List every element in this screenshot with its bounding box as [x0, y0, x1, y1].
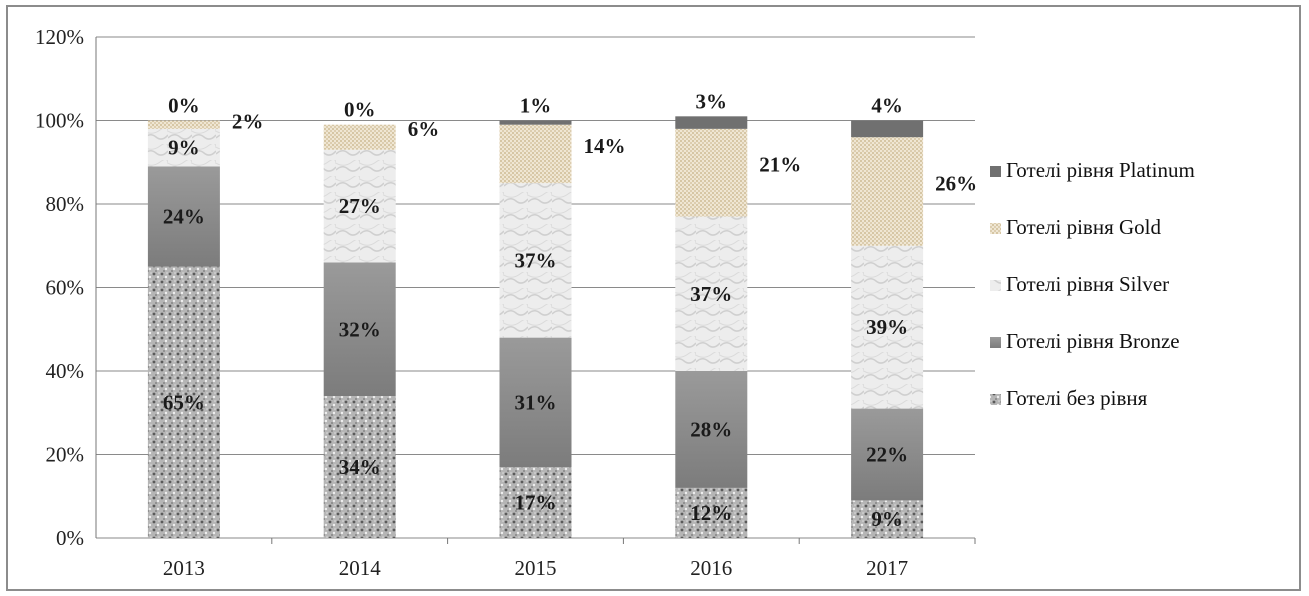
- legend-swatch: [990, 280, 1001, 291]
- legend: Готелі рівня Platinum Готелі рівня Gold Го…: [990, 158, 1195, 410]
- data-label: 9%: [871, 507, 903, 531]
- data-label: 21%: [759, 153, 801, 177]
- x-tick-label: 2015: [515, 556, 557, 580]
- data-label: 1%: [520, 94, 552, 118]
- data-label: 65%: [163, 390, 205, 414]
- bar-segment: [675, 371, 748, 488]
- bar-segment: [499, 337, 572, 468]
- legend-swatch: [990, 166, 1001, 177]
- data-label: 32%: [339, 317, 381, 341]
- data-label: 31%: [515, 390, 557, 414]
- bar-segment: [323, 149, 396, 263]
- bar-segment: [499, 124, 572, 184]
- bar-segment: [851, 500, 924, 538]
- legend-label: Готелі рівня Silver: [1006, 272, 1169, 296]
- bar-segment: [499, 183, 572, 338]
- bar-segment: [323, 396, 396, 538]
- data-label: 37%: [690, 282, 732, 306]
- y-tick-label: 120%: [35, 25, 84, 49]
- data-label: 0%: [344, 98, 376, 122]
- y-tick-label: 0%: [56, 526, 84, 550]
- data-label: 26%: [935, 171, 977, 195]
- x-tick-label: 2016: [690, 556, 732, 580]
- data-label: 12%: [690, 501, 732, 525]
- data-label: 34%: [339, 455, 381, 479]
- bar-segment: [147, 166, 220, 267]
- data-label: 28%: [690, 417, 732, 441]
- legend-swatch: [990, 223, 1001, 234]
- legend-swatch: [990, 394, 1001, 405]
- axes: 0% 20% 40% 60% 80% 100% 120% 2013 2014 2015 2016 20…: [35, 25, 976, 580]
- data-label: 6%: [408, 117, 440, 141]
- bar-segment: [323, 262, 396, 397]
- x-tick-label: 2017: [866, 556, 908, 580]
- bar-segment: [499, 467, 572, 538]
- y-tick-label: 80%: [46, 192, 85, 216]
- data-label: 4%: [871, 94, 903, 118]
- bar-segment: [851, 408, 924, 501]
- data-label: 27%: [339, 194, 381, 218]
- data-label: 14%: [584, 134, 626, 158]
- bars: [147, 116, 924, 538]
- x-tick-label: 2013: [163, 556, 205, 580]
- bar-segment: [147, 266, 220, 538]
- chart-frame: [6, 5, 1301, 591]
- bar-segment: [675, 128, 748, 217]
- bar-segment: [323, 124, 396, 150]
- data-labels: 65% 24% 9% 2% 0% 34% 32% 27% 6% 0% 17% 31% 37% 14% 1% 1…: [163, 89, 977, 531]
- bar-segment: [499, 120, 572, 125]
- x-tick-label: 2014: [339, 556, 382, 580]
- legend-label: Готелі рівня Gold: [1006, 215, 1161, 239]
- y-tick-label: 60%: [46, 276, 85, 300]
- bar-segment: [675, 216, 748, 371]
- data-label: 3%: [696, 89, 728, 113]
- y-tick-label: 20%: [46, 443, 85, 467]
- bar-segment: [675, 116, 748, 129]
- legend-label: Готелі рівня Platinum: [1006, 158, 1195, 182]
- legend-label: Готелі рівня Bronze: [1006, 329, 1180, 353]
- data-label: 39%: [866, 315, 908, 339]
- data-label: 17%: [515, 491, 557, 515]
- bar-segment: [147, 128, 220, 167]
- data-label: 9%: [168, 136, 200, 160]
- bar-segment: [675, 487, 748, 538]
- gridlines: [96, 36, 975, 539]
- bar-segment: [147, 120, 220, 129]
- bar-segment: [851, 245, 924, 409]
- y-tick-label: 100%: [35, 109, 84, 133]
- y-tick-label: 40%: [46, 359, 85, 383]
- legend-swatch: [990, 337, 1001, 348]
- legend-label: Готелі без рівня: [1006, 386, 1148, 410]
- bar-segment: [851, 137, 924, 246]
- data-label: 2%: [232, 110, 264, 134]
- data-label: 0%: [168, 94, 200, 118]
- bar-segment: [851, 120, 924, 138]
- data-label: 22%: [866, 443, 908, 467]
- data-label: 37%: [515, 248, 557, 272]
- data-label: 24%: [163, 205, 205, 229]
